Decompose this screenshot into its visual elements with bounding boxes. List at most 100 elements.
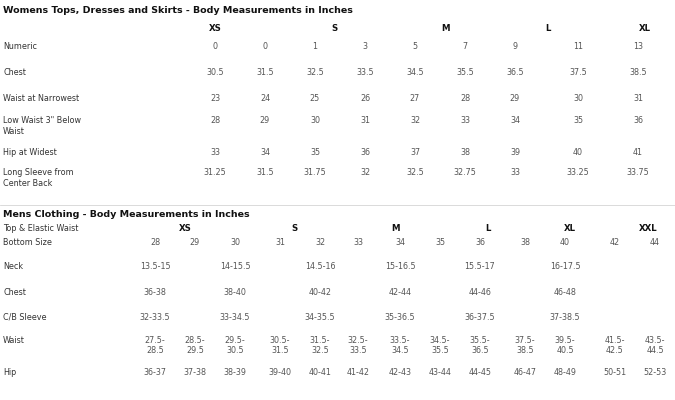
Text: 28: 28 bbox=[210, 116, 220, 125]
Text: 38: 38 bbox=[460, 148, 470, 157]
Text: Waist: Waist bbox=[3, 336, 25, 345]
Text: L: L bbox=[485, 224, 491, 233]
Text: 15-16.5: 15-16.5 bbox=[385, 262, 415, 271]
Text: 23: 23 bbox=[210, 94, 220, 103]
Text: 35: 35 bbox=[310, 148, 320, 157]
Text: 30: 30 bbox=[573, 94, 583, 103]
Text: XS: XS bbox=[209, 24, 221, 33]
Text: Long Sleeve from
Center Back: Long Sleeve from Center Back bbox=[3, 168, 74, 188]
Text: 25: 25 bbox=[310, 94, 320, 103]
Text: 32: 32 bbox=[360, 168, 370, 177]
Text: XS: XS bbox=[179, 224, 192, 233]
Text: 32.75: 32.75 bbox=[454, 168, 477, 177]
Text: Waist at Narrowest: Waist at Narrowest bbox=[3, 94, 79, 103]
Text: 38-39: 38-39 bbox=[223, 368, 246, 377]
Text: 31.5-
32.5: 31.5- 32.5 bbox=[310, 336, 330, 355]
Text: 36-37.5: 36-37.5 bbox=[464, 313, 495, 322]
Text: 41-42: 41-42 bbox=[346, 368, 369, 377]
Text: 32.5-
33.5: 32.5- 33.5 bbox=[348, 336, 369, 355]
Text: 7: 7 bbox=[462, 42, 468, 51]
Text: 3: 3 bbox=[362, 42, 367, 51]
Text: Numeric: Numeric bbox=[3, 42, 37, 51]
Text: 29: 29 bbox=[510, 94, 520, 103]
Text: 28.5-
29.5: 28.5- 29.5 bbox=[185, 336, 205, 355]
Text: 30: 30 bbox=[230, 238, 240, 247]
Text: 40: 40 bbox=[560, 238, 570, 247]
Text: 33: 33 bbox=[460, 116, 470, 125]
Text: 33.25: 33.25 bbox=[566, 168, 589, 177]
Text: 15.5-17: 15.5-17 bbox=[464, 262, 495, 271]
Text: 35: 35 bbox=[573, 116, 583, 125]
Text: 36: 36 bbox=[633, 116, 643, 125]
Text: 33: 33 bbox=[210, 148, 220, 157]
Text: 1: 1 bbox=[313, 42, 317, 51]
Text: 29.5-
30.5: 29.5- 30.5 bbox=[225, 336, 246, 355]
Text: 39: 39 bbox=[510, 148, 520, 157]
Text: 46-48: 46-48 bbox=[554, 288, 576, 297]
Text: S: S bbox=[292, 224, 298, 233]
Text: 37.5: 37.5 bbox=[569, 68, 587, 77]
Text: 29: 29 bbox=[190, 238, 200, 247]
Text: 35.5-
36.5: 35.5- 36.5 bbox=[470, 336, 490, 355]
Text: 36-38: 36-38 bbox=[144, 288, 167, 297]
Text: 32: 32 bbox=[315, 238, 325, 247]
Text: M: M bbox=[441, 24, 450, 33]
Text: 24: 24 bbox=[260, 94, 270, 103]
Text: 31.5: 31.5 bbox=[256, 168, 274, 177]
Text: 27: 27 bbox=[410, 94, 420, 103]
Text: 48-49: 48-49 bbox=[554, 368, 576, 377]
Text: 35-36.5: 35-36.5 bbox=[385, 313, 415, 322]
Text: 41.5-
42.5: 41.5- 42.5 bbox=[605, 336, 625, 355]
Text: 32.5: 32.5 bbox=[406, 168, 424, 177]
Text: 34: 34 bbox=[395, 238, 405, 247]
Text: 34: 34 bbox=[510, 116, 520, 125]
Text: 34.5-
35.5: 34.5- 35.5 bbox=[430, 336, 450, 355]
Text: 43.5-
44.5: 43.5- 44.5 bbox=[645, 336, 666, 355]
Text: 40-42: 40-42 bbox=[308, 288, 331, 297]
Text: 38: 38 bbox=[520, 238, 530, 247]
Text: 35.5: 35.5 bbox=[456, 68, 474, 77]
Text: 0: 0 bbox=[263, 42, 267, 51]
Text: 31: 31 bbox=[275, 238, 285, 247]
Text: 36: 36 bbox=[475, 238, 485, 247]
Text: Mens Clothing - Body Measurements in Inches: Mens Clothing - Body Measurements in Inc… bbox=[3, 210, 250, 219]
Text: 14.5-16: 14.5-16 bbox=[304, 262, 335, 271]
Text: 29: 29 bbox=[260, 116, 270, 125]
Text: 11: 11 bbox=[573, 42, 583, 51]
Text: Chest: Chest bbox=[3, 68, 26, 77]
Text: 32-33.5: 32-33.5 bbox=[140, 313, 170, 322]
Text: 28: 28 bbox=[460, 94, 470, 103]
Text: 38-40: 38-40 bbox=[223, 288, 246, 297]
Text: 36: 36 bbox=[360, 148, 370, 157]
Text: XL: XL bbox=[564, 224, 576, 233]
Text: 44-46: 44-46 bbox=[468, 288, 491, 297]
Text: 31: 31 bbox=[360, 116, 370, 125]
Text: 34-35.5: 34-35.5 bbox=[304, 313, 335, 322]
Text: 0: 0 bbox=[213, 42, 217, 51]
Text: C/B Sleeve: C/B Sleeve bbox=[3, 313, 47, 322]
Text: 44: 44 bbox=[650, 238, 660, 247]
Text: 30: 30 bbox=[310, 116, 320, 125]
Text: 39.5-
40.5: 39.5- 40.5 bbox=[555, 336, 575, 355]
Text: 42-44: 42-44 bbox=[389, 288, 412, 297]
Text: XL: XL bbox=[639, 24, 651, 33]
Text: 5: 5 bbox=[412, 42, 418, 51]
Text: 14-15.5: 14-15.5 bbox=[219, 262, 250, 271]
Text: 33.75: 33.75 bbox=[626, 168, 649, 177]
Text: Low Waist 3" Below
Waist: Low Waist 3" Below Waist bbox=[3, 116, 81, 136]
Text: 40: 40 bbox=[573, 148, 583, 157]
Text: XXL: XXL bbox=[639, 224, 657, 233]
Text: 46-47: 46-47 bbox=[514, 368, 537, 377]
Text: 13.5-15: 13.5-15 bbox=[140, 262, 170, 271]
Text: 36.5: 36.5 bbox=[506, 68, 524, 77]
Text: Bottom Size: Bottom Size bbox=[3, 238, 52, 247]
Text: Womens Tops, Dresses and Skirts - Body Measurements in Inches: Womens Tops, Dresses and Skirts - Body M… bbox=[3, 6, 353, 15]
Text: 31: 31 bbox=[633, 94, 643, 103]
Text: 26: 26 bbox=[360, 94, 370, 103]
Text: 27.5-
28.5: 27.5- 28.5 bbox=[144, 336, 165, 355]
Text: 33.5-
34.5: 33.5- 34.5 bbox=[389, 336, 410, 355]
Text: 39-40: 39-40 bbox=[269, 368, 292, 377]
Text: 34.5: 34.5 bbox=[406, 68, 424, 77]
Text: 36-37: 36-37 bbox=[144, 368, 167, 377]
Text: 37-38: 37-38 bbox=[184, 368, 207, 377]
